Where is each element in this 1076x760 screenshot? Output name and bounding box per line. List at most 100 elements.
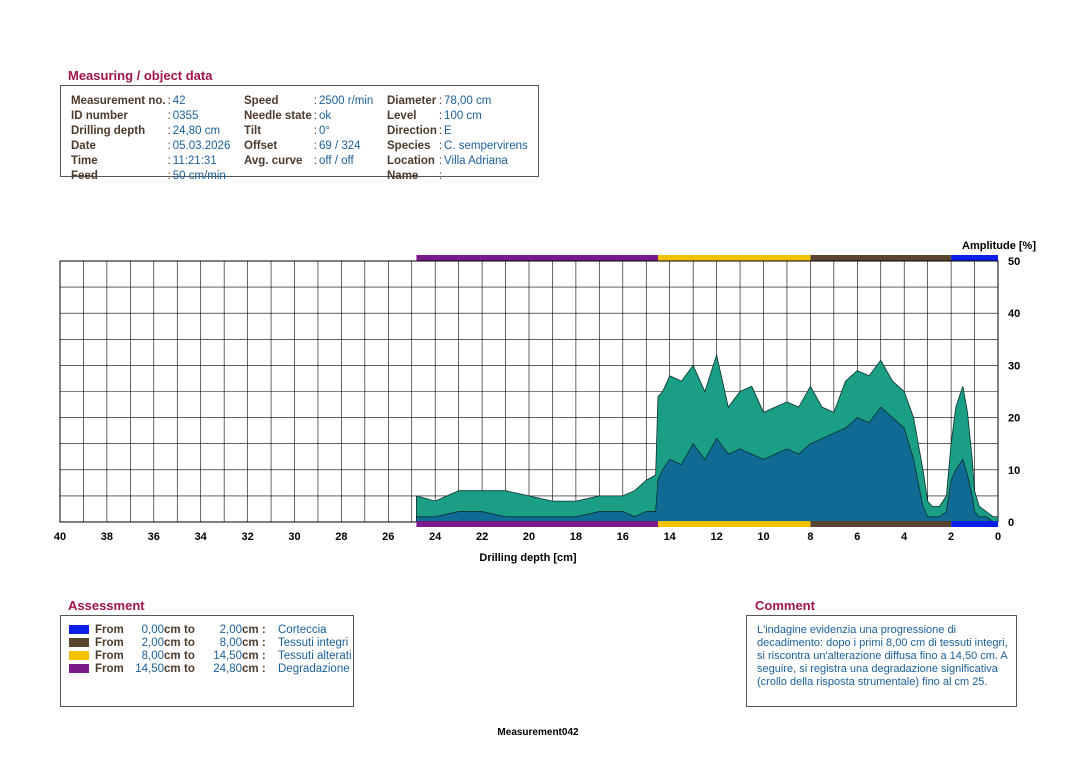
measuring-row: Location: Villa Adriana [387, 155, 528, 168]
measuring-value [444, 170, 528, 183]
x-tick-label: 38 [101, 531, 113, 543]
measuring-value: 100 cm [444, 110, 482, 122]
measuring-value: 11:21:31 [172, 155, 217, 167]
unit: cm : [242, 662, 266, 675]
measuring-label: Species [387, 140, 431, 152]
measuring-label: Level [387, 110, 417, 122]
measuring-label: Feed [71, 170, 98, 182]
measuring-value: 42 [172, 95, 186, 107]
y-tick-label: 20 [1008, 413, 1020, 425]
comment-text: L'indagine evidenzia una progressione di… [757, 624, 1008, 688]
measuring-label: ID number [71, 110, 128, 122]
measuring-col-2: Speed:2500 r/min Needle state: ok Tilt:0° Of… [242, 93, 375, 170]
comment-title: Comment [755, 598, 815, 613]
from-word: From [95, 662, 124, 675]
separator: : [167, 125, 171, 137]
measuring-col-3: Diameter:78,00 cm Level:100 cm Direction: E… [385, 93, 530, 185]
measuring-label: Date [71, 140, 96, 152]
unit: cm [164, 649, 181, 662]
separator: : [167, 155, 171, 167]
measuring-row: ID number:0355 [71, 110, 230, 123]
measuring-row: Drilling depth:24,80 cm [71, 125, 230, 138]
zone-bar-bottom [416, 521, 998, 527]
measuring-row: Avg. curve: off / off [244, 155, 373, 168]
measurement-footer: Measurement042 [497, 727, 579, 738]
zone-name: Corteccia [278, 623, 327, 636]
x-tick-label: 32 [241, 531, 253, 543]
measuring-row: Offset:69 / 324 [244, 140, 373, 153]
measuring-col-1: Measurement no.:42 ID number:0355 Drilling… [69, 93, 232, 185]
measuring-box: Measurement no.:42 ID number:0355 Drilling… [60, 85, 539, 182]
measuring-row: Needle state: ok [244, 110, 373, 123]
measuring-label: Speed [244, 95, 279, 107]
zone-name: Degradazione [278, 662, 350, 675]
unit: cm : [242, 636, 266, 649]
measuring-value: 24,80 cm [172, 125, 221, 137]
measuring-value: off / off [318, 155, 354, 167]
measuring-value: 69 / 324 [318, 140, 361, 152]
measuring-value: C. sempervirens [444, 140, 528, 152]
assessment-row: From 14,50 cm to 24,80 cm : Degradazione [69, 662, 350, 675]
separator: : [438, 155, 443, 167]
measuring-row: Measurement no.:42 [71, 95, 230, 108]
measuring-label: Direction [387, 125, 437, 137]
from-word: From [95, 636, 124, 649]
separator: : [313, 155, 317, 167]
measuring-row: Name: [387, 170, 528, 183]
zone-color-swatch [69, 664, 89, 673]
measuring-label: Avg. curve [244, 155, 303, 167]
zone-bar [657, 521, 811, 527]
y-tick-label: 50 [1008, 256, 1020, 268]
separator: : [313, 110, 317, 122]
zone-color-swatch [69, 651, 89, 660]
separator: : [438, 110, 443, 122]
zone-bar [810, 521, 952, 527]
chart-areas [416, 353, 999, 523]
x-tick-label: 40 [54, 531, 66, 543]
from-value: 0,00 [141, 623, 164, 636]
x-tick-label: 2 [948, 531, 954, 543]
measuring-value: 05.03.2026 [172, 140, 231, 152]
measuring-label: Name [387, 170, 419, 182]
measuring-value: 50 cm/min [172, 170, 226, 182]
drill-curve-area [416, 406, 998, 523]
x-tick-label: 18 [570, 531, 582, 543]
measuring-label: Offset [244, 140, 278, 152]
x-tick-label: 12 [710, 531, 722, 543]
measuring-row: Time:11:21:31 [71, 155, 230, 168]
x-tick-label: 6 [854, 531, 860, 543]
separator: : [313, 125, 317, 137]
x-tick-label: 22 [476, 531, 488, 543]
separator: : [438, 170, 443, 182]
measuring-label: Drilling depth [71, 125, 146, 137]
zone-color-swatch [69, 625, 89, 634]
to-value: 8,00 [219, 636, 242, 649]
from-value: 14,50 [135, 662, 164, 675]
measuring-value: ok [318, 110, 332, 122]
assessment-row: From 0,00 cm to 2,00 cm : Corteccia [69, 623, 327, 636]
to-word: to [184, 649, 195, 662]
measuring-row: Tilt:0° [244, 125, 373, 138]
x-tick-label: 34 [195, 531, 208, 543]
x-tick-label: 0 [995, 531, 1001, 543]
x-tick-label: 4 [901, 531, 908, 543]
x-tick-label: 10 [757, 531, 769, 543]
x-tick-label: 20 [523, 531, 535, 543]
unit: cm [164, 662, 181, 675]
zone-bar [951, 255, 998, 261]
x-tick-label: 30 [288, 531, 300, 543]
unit: cm : [242, 649, 266, 662]
separator: : [438, 125, 443, 137]
zone-name: Tessuti integri [278, 636, 349, 649]
to-word: to [184, 623, 195, 636]
comment-box: L'indagine evidenzia una progressione di… [746, 615, 1017, 707]
measuring-value: E [444, 125, 452, 137]
zone-name: Tessuti alterati [278, 649, 352, 662]
x-tick-label: 16 [617, 531, 629, 543]
assessment-row: From 2,00 cm to 8,00 cm : Tessuti integri [69, 636, 348, 649]
separator: : [167, 110, 171, 122]
measuring-value: 0355 [172, 110, 199, 122]
y-tick-label: 10 [1008, 465, 1020, 477]
to-value: 14,50 [213, 649, 242, 662]
zone-bar [657, 255, 811, 261]
